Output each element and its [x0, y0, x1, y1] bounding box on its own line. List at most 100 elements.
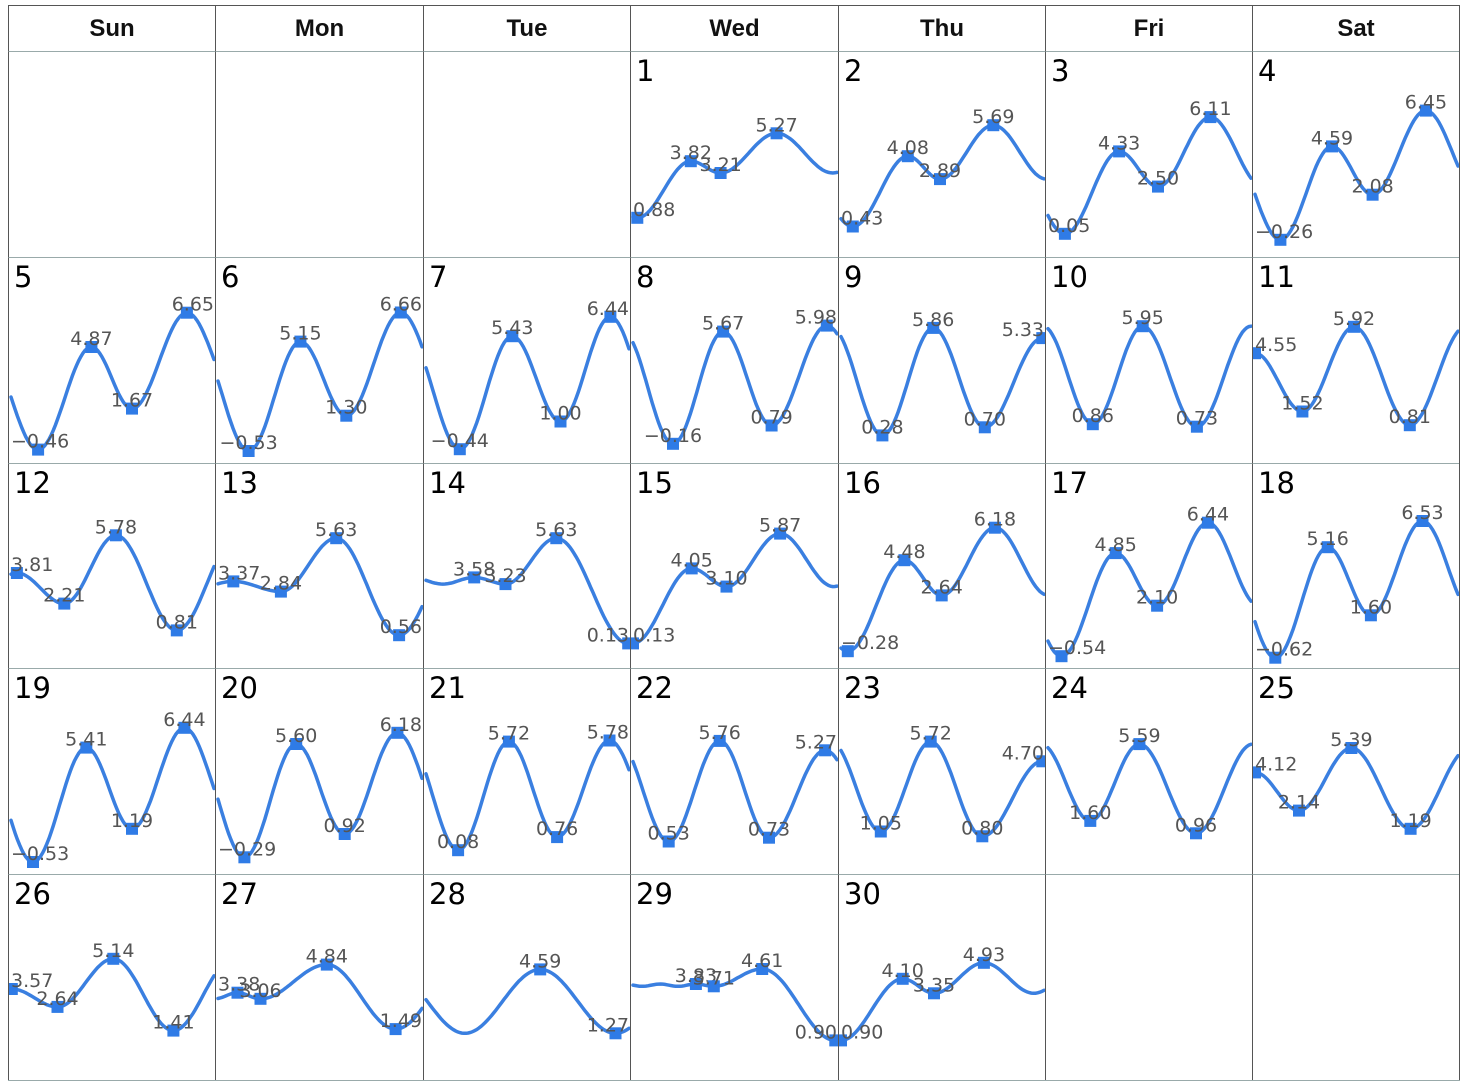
day-cell: −0.53 5.15 1.30 6.66 6 [215, 257, 423, 463]
tide-value-label: 4.84 [306, 946, 348, 968]
tide-extreme-marker [713, 734, 726, 747]
tide-extreme-marker [178, 721, 191, 734]
tide-extreme-marker [1152, 180, 1164, 193]
day-cell: −0.46 4.87 1.67 6.65 5 [8, 257, 215, 463]
tide-extreme-marker [1036, 332, 1045, 345]
tide-chart: −0.53 5.15 1.30 6.66 [216, 294, 423, 457]
tide-chart: −0.54 4.85 2.10 6.44 [1046, 504, 1252, 663]
tide-extreme-marker [227, 575, 240, 588]
tide-extreme-marker [977, 956, 990, 969]
tide-value-label: 0.70 [964, 408, 1006, 430]
tide-value-label: 5.78 [95, 516, 137, 538]
tide-value-label: 5.43 [491, 317, 533, 339]
tide-chart: 1.05 5.72 0.80 4.70 [839, 723, 1045, 843]
tide-extreme-marker [928, 987, 940, 1000]
day-cell: −0.29 5.60 0.92 6.18 20 [215, 668, 423, 874]
tide-value-label: 5.72 [488, 723, 530, 745]
day-number: 18 [1258, 466, 1295, 500]
tide-value-label: 5.59 [1118, 725, 1160, 747]
tide-extreme-marker [839, 1034, 847, 1047]
tide-series-line [1046, 324, 1252, 429]
tide-extreme-marker [1274, 233, 1287, 246]
tide-value-label: 0.90 [795, 1021, 837, 1043]
tide-value-label: 1.41 [152, 1012, 194, 1034]
tide-extreme-marker [1086, 418, 1099, 431]
tide-value-label: 1.60 [1069, 802, 1111, 824]
day-number: 19 [14, 671, 51, 705]
tide-extreme-marker [976, 830, 989, 843]
tide-chart: 0.28 5.86 0.70 5.33 [839, 309, 1045, 442]
tide-value-label: 2.08 [1351, 176, 1393, 198]
tide-value-label: 1.05 [860, 813, 902, 835]
empty-day-cell [1252, 874, 1459, 1080]
tide-chart: 0.08 5.72 0.76 5.78 [424, 722, 630, 857]
tide-chart: 4.55 1.52 5.92 0.81 [1253, 308, 1459, 432]
tide-value-label: 5.69 [972, 106, 1014, 128]
tide-chart: 0.53 5.76 0.73 5.27 [631, 722, 838, 848]
tide-extreme-marker [1055, 650, 1068, 663]
tide-extreme-marker [391, 726, 404, 739]
tide-extreme-marker [846, 220, 859, 233]
tide-value-label: 4.08 [887, 137, 929, 159]
tide-value-label: 6.44 [1187, 504, 1229, 526]
tide-value-label: 3.10 [705, 568, 747, 590]
tide-extreme-marker [238, 851, 251, 864]
day-number: 28 [429, 877, 466, 911]
tide-extreme-marker [1293, 804, 1305, 817]
tide-value-label: 5.27 [795, 731, 837, 753]
tide-extreme-marker [720, 580, 733, 593]
day-cell: 0.08 5.72 0.76 5.78 21 [423, 668, 630, 874]
tide-value-label: 0.43 [841, 208, 883, 230]
tide-extreme-marker [1404, 822, 1417, 835]
tide-extreme-marker [126, 822, 138, 835]
tide-value-label: 2.14 [1278, 792, 1320, 814]
tide-extreme-marker [294, 335, 307, 348]
tide-extreme-marker [1113, 145, 1126, 158]
tide-extreme-marker [394, 306, 407, 319]
day-cell: −0.54 4.85 2.10 6.44 17 [1045, 463, 1252, 668]
tide-extreme-marker [714, 167, 727, 179]
tide-series-line [216, 536, 423, 637]
tide-extreme-marker [631, 637, 639, 650]
tide-chart: 3.81 2.21 5.78 0.81 [9, 516, 215, 637]
tide-extreme-marker [499, 578, 512, 591]
tide-extreme-marker [534, 963, 547, 976]
day-number: 24 [1051, 671, 1088, 705]
tide-value-label: −0.26 [1255, 221, 1313, 243]
tide-value-label: 0.80 [961, 817, 1003, 839]
tide-extreme-marker [58, 597, 71, 610]
tide-value-label: 0.73 [748, 819, 790, 841]
tide-series-line [839, 961, 1045, 1043]
tide-value-label: 5.67 [702, 313, 744, 335]
day-number: 21 [429, 671, 466, 705]
tide-value-label: 6.18 [380, 714, 422, 736]
tide-series-line [839, 739, 1045, 839]
tide-value-label: 4.12 [1255, 753, 1297, 775]
tide-extreme-marker [126, 402, 138, 415]
weekday-header-mon: Mon [215, 5, 423, 51]
tide-chart: −0.46 4.87 1.67 6.65 [9, 294, 215, 456]
tide-extreme-marker [934, 173, 946, 186]
tide-extreme-marker [506, 330, 519, 343]
tide-value-label: 1.00 [539, 403, 581, 425]
tide-value-label: −0.44 [431, 430, 489, 452]
tide-value-label: 4.93 [963, 944, 1005, 966]
grid-bottom-border [8, 1080, 1460, 1081]
tide-value-label: 3.38 [218, 974, 260, 996]
tide-extreme-marker [763, 831, 775, 844]
tide-series-line [216, 962, 423, 1031]
tide-value-label: 4.87 [70, 328, 112, 350]
tide-value-label: 6.66 [380, 294, 422, 316]
day-cell: −0.16 5.67 0.79 5.98 8 [630, 257, 838, 463]
tide-extreme-marker [756, 963, 769, 975]
tide-extreme-marker [393, 629, 406, 642]
tide-value-label: 1.67 [111, 390, 153, 412]
weekday-header-sun: Sun [8, 5, 215, 51]
tide-series-line [1046, 521, 1252, 658]
tide-extreme-marker [603, 734, 616, 747]
tide-extreme-marker [622, 637, 630, 650]
day-number: 13 [221, 466, 258, 500]
tide-extreme-marker [85, 341, 98, 353]
tide-value-label: 4.05 [671, 549, 713, 571]
tide-chart: −0.53 5.41 1.19 6.44 [9, 709, 215, 868]
